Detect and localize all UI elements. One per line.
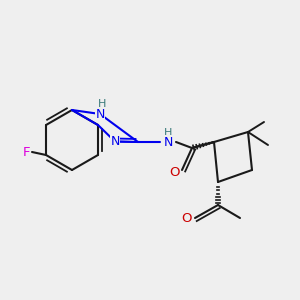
Text: O: O [169, 167, 179, 179]
Text: N: N [110, 135, 120, 148]
Text: F: F [22, 146, 30, 158]
Text: H: H [98, 99, 106, 109]
Text: O: O [181, 212, 191, 224]
Text: N: N [95, 107, 105, 121]
Text: H: H [164, 128, 172, 138]
Text: N: N [163, 136, 173, 148]
